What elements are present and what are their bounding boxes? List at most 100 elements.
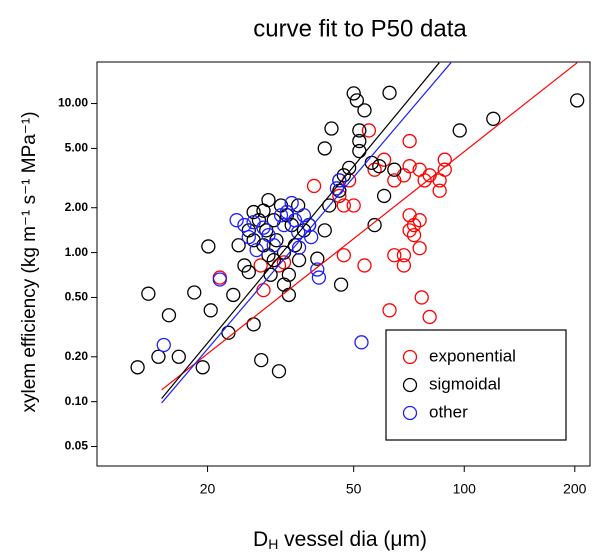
fit-line	[161, 62, 578, 391]
legend-label: exponential	[429, 346, 516, 365]
point	[406, 227, 422, 243]
point	[130, 360, 145, 375]
point	[253, 258, 268, 273]
legend-label: other	[429, 402, 468, 421]
point	[195, 360, 210, 375]
point	[387, 162, 402, 177]
point	[376, 188, 392, 204]
point	[332, 173, 347, 188]
fit-line	[161, 62, 440, 399]
chart-title: curve fit to P50 data	[253, 15, 467, 42]
point	[284, 195, 299, 211]
fit-line	[161, 62, 452, 404]
legend-marker	[402, 377, 418, 393]
point	[352, 123, 367, 138]
x-label-part: D	[253, 528, 268, 551]
point	[336, 248, 351, 263]
point	[306, 178, 322, 194]
point	[352, 143, 367, 159]
point	[402, 223, 417, 238]
point	[361, 123, 377, 138]
y-tick-label: 1.00	[65, 245, 89, 259]
x-tick-label: 100	[453, 481, 477, 497]
point	[226, 287, 241, 303]
point	[382, 303, 397, 318]
point	[432, 183, 447, 198]
point	[417, 173, 432, 188]
point	[241, 264, 256, 280]
point	[324, 121, 339, 136]
y-tick-label: 2.00	[65, 200, 89, 214]
point	[372, 159, 387, 174]
y-axis-label: xylem efficiency (kg m⁻¹ s⁻¹ MPa⁻¹)	[19, 111, 40, 412]
point	[437, 162, 452, 177]
point	[246, 204, 261, 220]
point	[402, 133, 417, 149]
point	[570, 93, 585, 108]
point	[387, 248, 402, 263]
point	[261, 192, 276, 208]
point	[342, 160, 357, 176]
x-tick-label: 20	[200, 481, 216, 497]
point	[412, 213, 427, 228]
point	[333, 277, 349, 292]
point	[406, 217, 422, 233]
y-tick-label: 10.00	[58, 96, 88, 110]
point	[201, 239, 216, 254]
point	[276, 277, 292, 292]
point	[266, 238, 281, 253]
point	[241, 229, 256, 245]
point	[357, 103, 372, 118]
point	[256, 282, 271, 298]
point	[346, 86, 361, 101]
point	[367, 162, 382, 177]
y-tick-label: 0.50	[65, 290, 89, 304]
point	[141, 286, 156, 301]
point	[203, 303, 218, 318]
point	[304, 229, 319, 245]
point	[352, 133, 367, 149]
y-tick-label: 0.05	[65, 439, 89, 453]
point	[266, 252, 281, 268]
point	[452, 123, 467, 138]
point	[310, 251, 325, 266]
point	[354, 335, 369, 350]
point	[422, 309, 437, 325]
point	[231, 238, 246, 253]
x-tick-label: 50	[346, 481, 362, 497]
point	[279, 208, 295, 223]
x-tick-label: 200	[563, 481, 587, 497]
point	[317, 223, 332, 238]
point	[357, 258, 372, 273]
point	[156, 337, 171, 353]
point	[291, 225, 306, 240]
point	[261, 248, 276, 263]
point	[402, 159, 417, 174]
point	[310, 262, 325, 277]
point	[256, 220, 271, 235]
x-label-part: vessel dia (μm)	[278, 528, 427, 551]
point	[349, 93, 365, 108]
point	[414, 290, 429, 305]
point	[396, 248, 412, 263]
point	[311, 270, 327, 285]
point	[254, 352, 269, 368]
x-axis-label: DH vessel dia (μm)	[253, 528, 427, 552]
point	[187, 285, 202, 300]
y-tick-label: 0.20	[65, 349, 89, 363]
point	[396, 168, 412, 183]
point	[367, 217, 382, 233]
point	[382, 85, 397, 100]
point	[212, 272, 227, 287]
point	[161, 308, 177, 323]
y-tick-label: 5.00	[65, 141, 89, 155]
point	[249, 242, 264, 258]
y-tick-label: 0.10	[65, 394, 89, 408]
point	[396, 258, 412, 273]
x-label-subscript: H	[268, 536, 278, 552]
point	[281, 267, 297, 282]
point	[336, 198, 351, 213]
point	[271, 364, 287, 379]
legend-label: sigmoidal	[429, 374, 501, 393]
point	[317, 141, 332, 156]
